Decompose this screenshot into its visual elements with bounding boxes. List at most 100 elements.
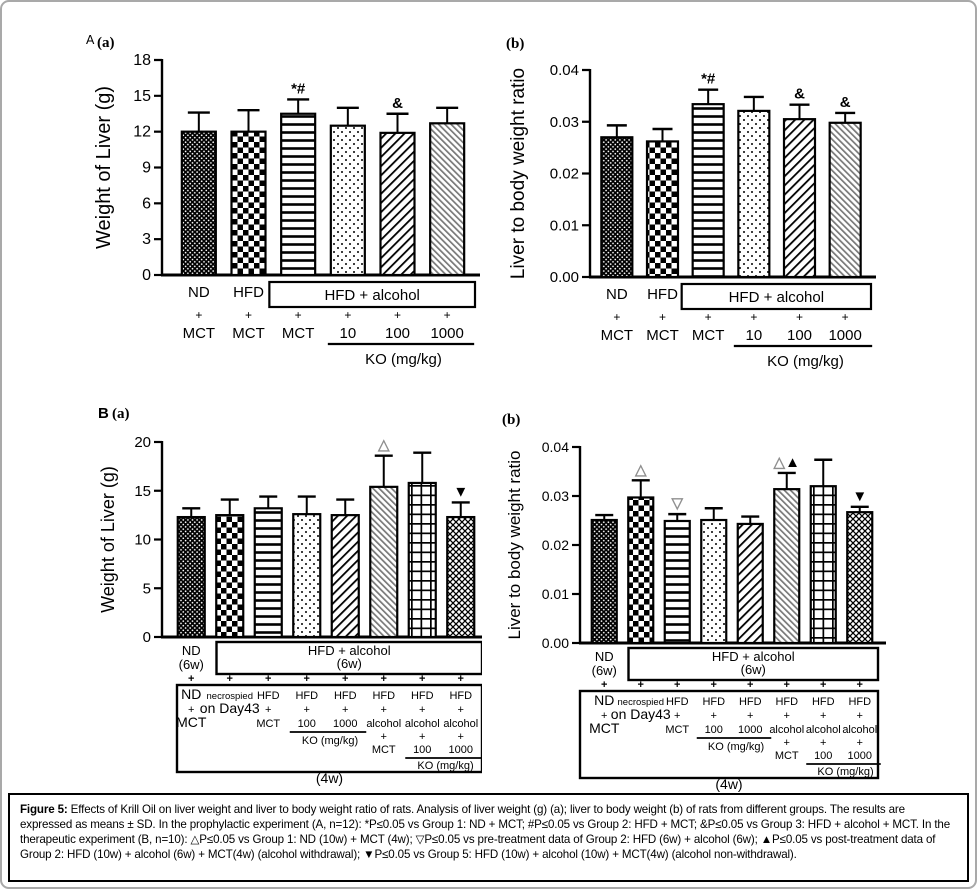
- chart-panel-therapeutic-liver-body-ratio: (b) 0.00 0.01 0.02 0.03 0.04 Liver to body wei…: [490, 390, 972, 794]
- group-box: [680, 282, 873, 311]
- group-box-label: HFD + alcohol: [324, 287, 419, 304]
- group-box-duration: (6w): [741, 662, 766, 677]
- bar: [600, 136, 634, 279]
- plus-sign: +: [711, 679, 717, 691]
- treatment-row2-label: +: [674, 710, 680, 722]
- y-tick-label: 0: [143, 629, 151, 646]
- x-treatment-label: 10: [745, 327, 762, 344]
- plus-sign: +: [784, 737, 790, 749]
- y-tick-label: 0.00: [550, 269, 579, 286]
- bar: [627, 496, 655, 645]
- treatment-row3-label: alcohol: [443, 718, 478, 730]
- treatment-row3-label: MCT: [256, 718, 280, 730]
- treatment-row3-label: alcohol: [366, 718, 401, 730]
- group-box-duration: (6w): [337, 656, 362, 671]
- ko-dose-label: KO (mg/kg): [817, 766, 873, 778]
- phase-duration-label: (4w): [316, 770, 343, 786]
- bar: [782, 118, 817, 279]
- significance-symbol: ▼: [453, 483, 468, 500]
- x-treatment-label: MCT: [232, 325, 265, 342]
- y-tick-label: 0.04: [542, 439, 569, 455]
- plus-sign: +: [750, 310, 757, 324]
- bar: [180, 130, 217, 277]
- plus-sign: +: [458, 731, 464, 743]
- treatment-row2-label: +: [342, 704, 348, 716]
- group-box-label: HFD + alcohol: [712, 649, 795, 664]
- treatment-row5-label: 1000: [449, 744, 473, 756]
- treatment-row3-label: alcohol: [806, 724, 841, 736]
- group-box: [268, 280, 477, 309]
- ko-dose-label: KO (mg/kg): [767, 353, 844, 370]
- treatment-row1-label: HFD: [775, 696, 798, 708]
- chart-panel-prophylactic-liver-weight: A (a) 0 3 6 9 12 15 18 Weight of Liver (g) *# & ND HF…: [12, 10, 482, 392]
- treatment-row1-label: HFD: [812, 696, 835, 708]
- treatment-row1-label: HFD: [702, 696, 725, 708]
- panel-label: (b): [506, 36, 524, 52]
- plus-sign: +: [227, 673, 233, 685]
- plus-sign: +: [245, 308, 252, 322]
- plus-sign: +: [419, 731, 425, 743]
- treatment-row5-label: MCT: [775, 750, 799, 762]
- y-axis-title: Liver to body weight ratio: [505, 451, 524, 640]
- ko-dose-label: KO (mg/kg): [417, 760, 473, 772]
- significance-symbol: ▼: [852, 488, 867, 505]
- plus-sign: +: [784, 679, 790, 691]
- plus-sign: +: [613, 310, 620, 324]
- y-tick-label: 10: [134, 532, 151, 549]
- y-tick-label: 12: [133, 124, 151, 141]
- bar: [429, 122, 466, 277]
- x-treatment-label: 100: [787, 327, 812, 344]
- bar: [280, 112, 317, 277]
- bar: [407, 481, 437, 639]
- panel-label-letter: A: [86, 33, 95, 47]
- treatment-row2-label: +: [381, 704, 387, 716]
- treatment-row5-label: 100: [814, 750, 832, 762]
- significance-symbol: &: [392, 95, 403, 112]
- treatment-row3-label: 1000: [738, 724, 762, 736]
- bar: [292, 513, 322, 639]
- plus-sign: +: [265, 673, 271, 685]
- plus-sign: +: [674, 679, 680, 691]
- bar: [446, 515, 476, 639]
- plus-sign: +: [747, 679, 753, 691]
- bar-chart-Ab: (b) 0.00 0.01 0.02 0.03 0.04 Liver to body wei…: [506, 36, 876, 370]
- treatment-row1-label: HFD: [848, 696, 871, 708]
- caption-label: Figure 5:: [20, 803, 68, 816]
- treatment-row3-label: 100: [705, 724, 723, 736]
- x-group-label: ND: [182, 643, 201, 658]
- x-group-duration: (6w): [592, 663, 617, 678]
- ko-dose-label: KO (mg/kg): [365, 351, 442, 368]
- x-group-label: ND: [606, 286, 628, 303]
- bar: [846, 511, 874, 645]
- bar: [330, 514, 360, 639]
- y-tick-label: 3: [142, 231, 151, 248]
- treatment-row2-label: +: [820, 710, 826, 722]
- treatment-row1-label: ND: [594, 692, 614, 708]
- treatment-row3-label: MCT: [665, 724, 689, 736]
- plus-sign: +: [857, 679, 863, 691]
- plus-sign: +: [842, 310, 849, 324]
- treatment-row1-label: HFD: [295, 690, 318, 702]
- plus-sign: +: [638, 679, 644, 691]
- treatment-row1-label: necrospied: [618, 697, 664, 708]
- panel-label-letter: B: [98, 405, 109, 422]
- x-treatment-label: MCT: [646, 327, 679, 344]
- y-tick-label: 15: [134, 483, 151, 500]
- plus-sign: +: [342, 673, 348, 685]
- bar: [691, 103, 725, 279]
- y-tick-label: 0.03: [550, 114, 579, 131]
- x-group-label: ND: [595, 649, 614, 664]
- significance-symbol: ▽: [670, 495, 683, 512]
- y-tick-label: 0.04: [550, 62, 579, 79]
- y-tick-label: 0.02: [550, 166, 579, 183]
- treatment-row1-label: ND: [181, 686, 201, 702]
- treatment-row1-label: HFD: [666, 696, 689, 708]
- treatment-row5-label: 100: [413, 744, 431, 756]
- plus-sign: +: [601, 679, 607, 691]
- plus-sign: +: [188, 673, 194, 685]
- treatment-row1-label: HFD: [739, 696, 762, 708]
- significance-symbol: *#: [291, 80, 306, 97]
- treatment-row2-label: +: [601, 710, 607, 722]
- group-box-label: HFD + alcohol: [308, 643, 391, 658]
- x-treatment-label: 10: [339, 325, 356, 342]
